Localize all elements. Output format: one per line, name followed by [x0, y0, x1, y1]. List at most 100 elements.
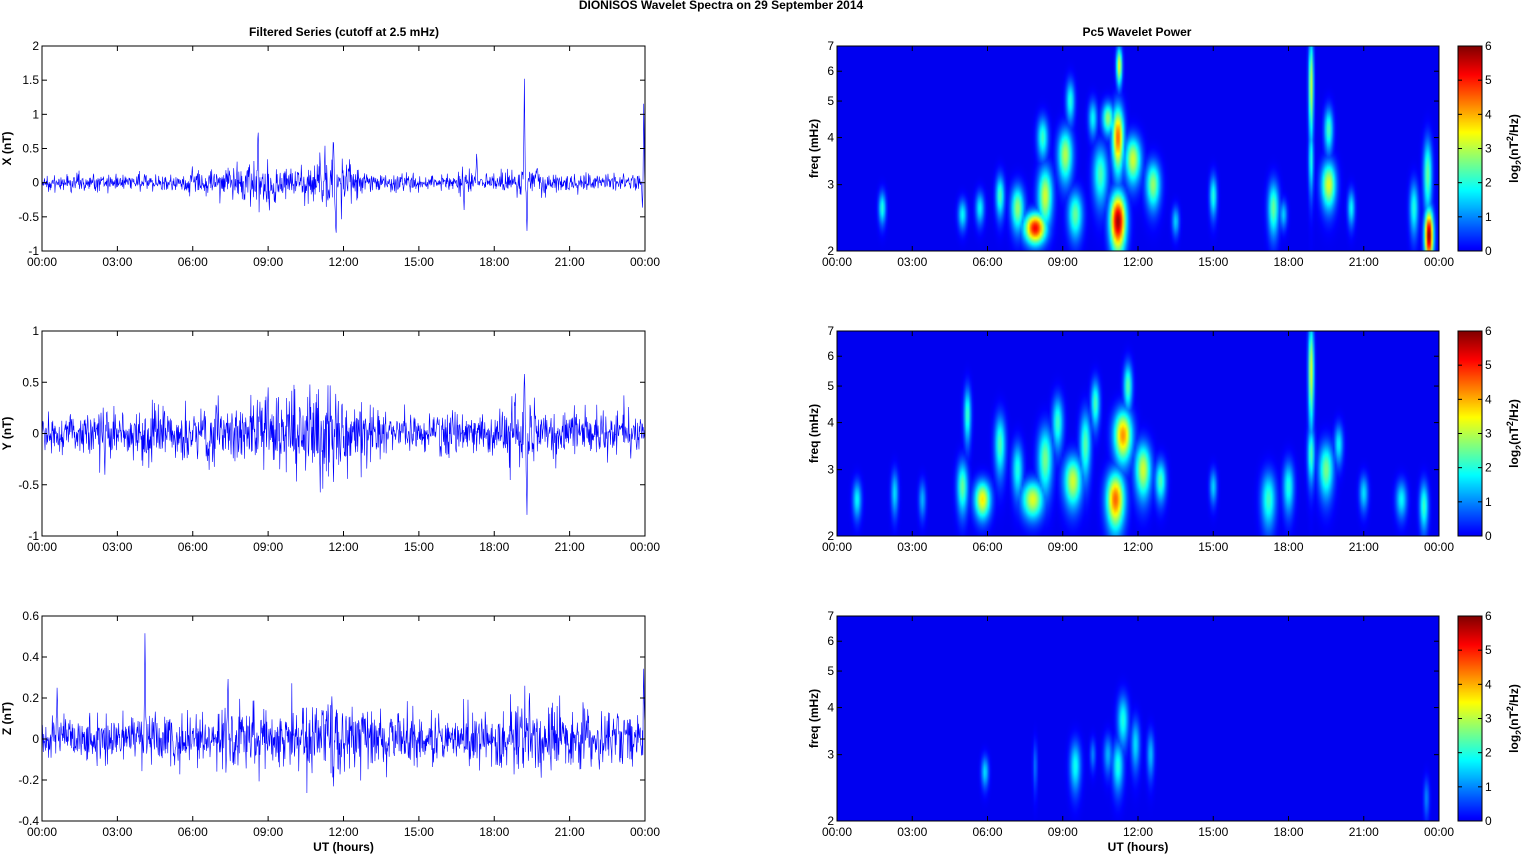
- wavelet-y-ylabel: freq (mHz): [807, 404, 821, 463]
- series-z-xtick-label: 12:00: [328, 825, 358, 839]
- series-x-xtick-label: 21:00: [555, 255, 585, 269]
- wavelet-x-ytick-label: 4: [827, 131, 834, 145]
- wavelet-x-colorbar-tick-label: 0: [1485, 244, 1492, 258]
- wavelet-z-xtick-label: 00:00: [822, 825, 852, 839]
- wavelet-y-colorbar-tick-label: 2: [1485, 461, 1492, 475]
- series-y-xtick-label: 12:00: [328, 540, 358, 554]
- series-x-xtick-label: 03:00: [102, 255, 132, 269]
- wavelet-x-colorbar-label-part: 2: [1505, 136, 1515, 141]
- wavelet-y-colorbar-tick-label: 0: [1485, 529, 1492, 543]
- wavelet-x-xtick-label: 00:00: [1424, 255, 1454, 269]
- wavelet-y-xtick-label: 18:00: [1273, 540, 1303, 554]
- series-z-xtick-label: 18:00: [479, 825, 509, 839]
- wavelet-z-colorbar-label-part: /Hz): [1507, 684, 1521, 706]
- wavelet-z-colorbar-tick-label: 1: [1485, 780, 1492, 794]
- series-x-xtick-label: 09:00: [253, 255, 283, 269]
- series-z-xtick-label: 00:00: [27, 825, 57, 839]
- series-x-ytick-label: -0.5: [18, 210, 39, 224]
- wavelet-x-colorbar-label-part: (nT: [1507, 141, 1521, 160]
- wavelet-z-colorbar-tick-label: 2: [1485, 746, 1492, 760]
- series-z-trace-line: [41, 633, 646, 794]
- series-x-ytick-label: 2: [32, 39, 39, 53]
- series-x-xtick-label: 00:00: [630, 255, 660, 269]
- wavelet-y-xtick-label: 06:00: [972, 540, 1002, 554]
- figure-title: DIONISOS Wavelet Spectra on 29 September…: [579, 0, 864, 12]
- series-y-ylabel: Y (nT): [0, 417, 14, 451]
- left-column-title: Filtered Series (cutoff at 2.5 mHz): [249, 25, 439, 39]
- wavelet-y-power-image: [837, 331, 1439, 536]
- wavelet-z-colorbar-tick-label: 6: [1485, 609, 1492, 623]
- wavelet-z-colorbar-label: log2(nT2/Hz): [1505, 684, 1521, 753]
- series-z-ytick-label: -0.2: [18, 773, 39, 787]
- wavelet-x-ytick-label: 5: [827, 94, 834, 108]
- series-y-ytick-label: 0: [32, 427, 39, 441]
- wavelet-x-colorbar-label-part: 2: [1514, 160, 1521, 165]
- wavelet-y-colorbar-label: log2(nT2/Hz): [1505, 399, 1521, 468]
- wavelet-z-power-image: [837, 616, 1439, 821]
- series-z-ytick-label: -0.4: [18, 814, 39, 828]
- series-z-ytick-label: 0: [32, 732, 39, 746]
- wavelet-z-xtick-label: 06:00: [972, 825, 1002, 839]
- wavelet-x-colorbar-label: log2(nT2/Hz): [1505, 114, 1521, 183]
- wavelet-y-colorbar-tick-label: 1: [1485, 495, 1492, 509]
- wavelet-z-colorbar-tick-label: 4: [1485, 677, 1492, 691]
- wavelet-z-xtick-label: 03:00: [897, 825, 927, 839]
- series-z-plot-area: [42, 616, 645, 821]
- series-z-xtick-label: 03:00: [102, 825, 132, 839]
- wavelet-y-xtick-label: 15:00: [1198, 540, 1228, 554]
- wavelet-z-ytick-label: 7: [827, 609, 834, 623]
- wavelet-y-ytick-label: 7: [827, 324, 834, 338]
- wavelet-z-ytick-label: 2: [827, 814, 834, 828]
- wavelet-y-colorbar-tick-label: 5: [1485, 358, 1492, 372]
- wavelet-x-xtick-label: 21:00: [1349, 255, 1379, 269]
- series-y-xtick-label: 18:00: [479, 540, 509, 554]
- wavelet-y-colorbar-label-part: (nT: [1507, 426, 1521, 445]
- series-x-ytick-label: 1: [32, 107, 39, 121]
- wavelet-z-xtick-label: 00:00: [1424, 825, 1454, 839]
- series-y-ytick-label: -0.5: [18, 478, 39, 492]
- wavelet-y-colorbar-label-part: /Hz): [1507, 399, 1521, 421]
- wavelet-x-colorbar-tick-label: 6: [1485, 39, 1492, 53]
- series-y-xtick-label: 21:00: [555, 540, 585, 554]
- series-x-ytick-label: 1.5: [22, 73, 39, 87]
- wavelet-x-colorbar-label-part: log: [1507, 165, 1521, 183]
- wavelet-y-xtick-label: 09:00: [1048, 540, 1078, 554]
- wavelet-x-ytick-label: 6: [827, 64, 834, 78]
- wavelet-x-xtick-label: 00:00: [822, 255, 852, 269]
- series-z-xtick-label: 21:00: [555, 825, 585, 839]
- wavelet-z-colorbar-label-part: (nT: [1507, 711, 1521, 730]
- wavelet-y-colorbar-tick-label: 3: [1485, 427, 1492, 441]
- wavelet-y-xtick-label: 21:00: [1349, 540, 1379, 554]
- series-x-ytick-label: 0.5: [22, 142, 39, 156]
- wavelet-x-colorbar-tick-label: 1: [1485, 210, 1492, 224]
- wavelet-z-colorbar-tick-label: 0: [1485, 814, 1492, 828]
- wavelet-z-xlabel: UT (hours): [1108, 840, 1169, 854]
- wavelet-z-colorbar-label-part: log: [1507, 735, 1521, 753]
- wavelet-z-xtick-label: 18:00: [1273, 825, 1303, 839]
- series-z-xtick-label: 09:00: [253, 825, 283, 839]
- wavelet-x-xtick-label: 12:00: [1123, 255, 1153, 269]
- wavelet-z-ytick-label: 6: [827, 634, 834, 648]
- wavelet-y-xtick-label: 00:00: [822, 540, 852, 554]
- series-y-xtick-label: 09:00: [253, 540, 283, 554]
- wavelet-x-ytick-label: 7: [827, 39, 834, 53]
- wavelet-y-xtick-label: 03:00: [897, 540, 927, 554]
- series-x-xtick-label: 06:00: [178, 255, 208, 269]
- wavelet-y-xtick-label: 12:00: [1123, 540, 1153, 554]
- wavelet-x-xtick-label: 18:00: [1273, 255, 1303, 269]
- wavelet-z-colorbar-label-part: 2: [1514, 730, 1521, 735]
- wavelet-x-xtick-label: 09:00: [1048, 255, 1078, 269]
- wavelet-x-xtick-label: 15:00: [1198, 255, 1228, 269]
- series-x-ytick-label: 0: [32, 176, 39, 190]
- wavelet-z-xtick-label: 21:00: [1349, 825, 1379, 839]
- wavelet-z-xtick-label: 15:00: [1198, 825, 1228, 839]
- wavelet-x-colorbar-tick-label: 5: [1485, 73, 1492, 87]
- series-y-xtick-label: 03:00: [102, 540, 132, 554]
- series-x-xtick-label: 18:00: [479, 255, 509, 269]
- wavelet-x-colorbar-label-part: /Hz): [1507, 114, 1521, 136]
- wavelet-x-ylabel: freq (mHz): [807, 119, 821, 178]
- wavelet-y-ytick-label: 4: [827, 416, 834, 430]
- series-z-xtick-label: 00:00: [630, 825, 660, 839]
- right-column-title: Pc5 Wavelet Power: [1083, 25, 1192, 39]
